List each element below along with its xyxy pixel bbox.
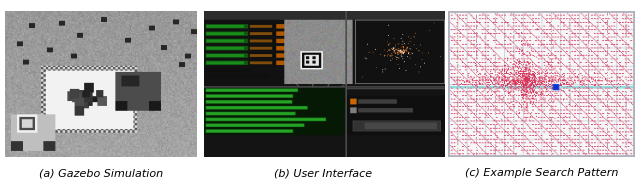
Text: (a) Gazebo Simulation: (a) Gazebo Simulation bbox=[39, 168, 163, 178]
Text: (b) User Interface: (b) User Interface bbox=[275, 168, 372, 178]
Text: (c) Example Search Pattern: (c) Example Search Pattern bbox=[465, 168, 618, 178]
